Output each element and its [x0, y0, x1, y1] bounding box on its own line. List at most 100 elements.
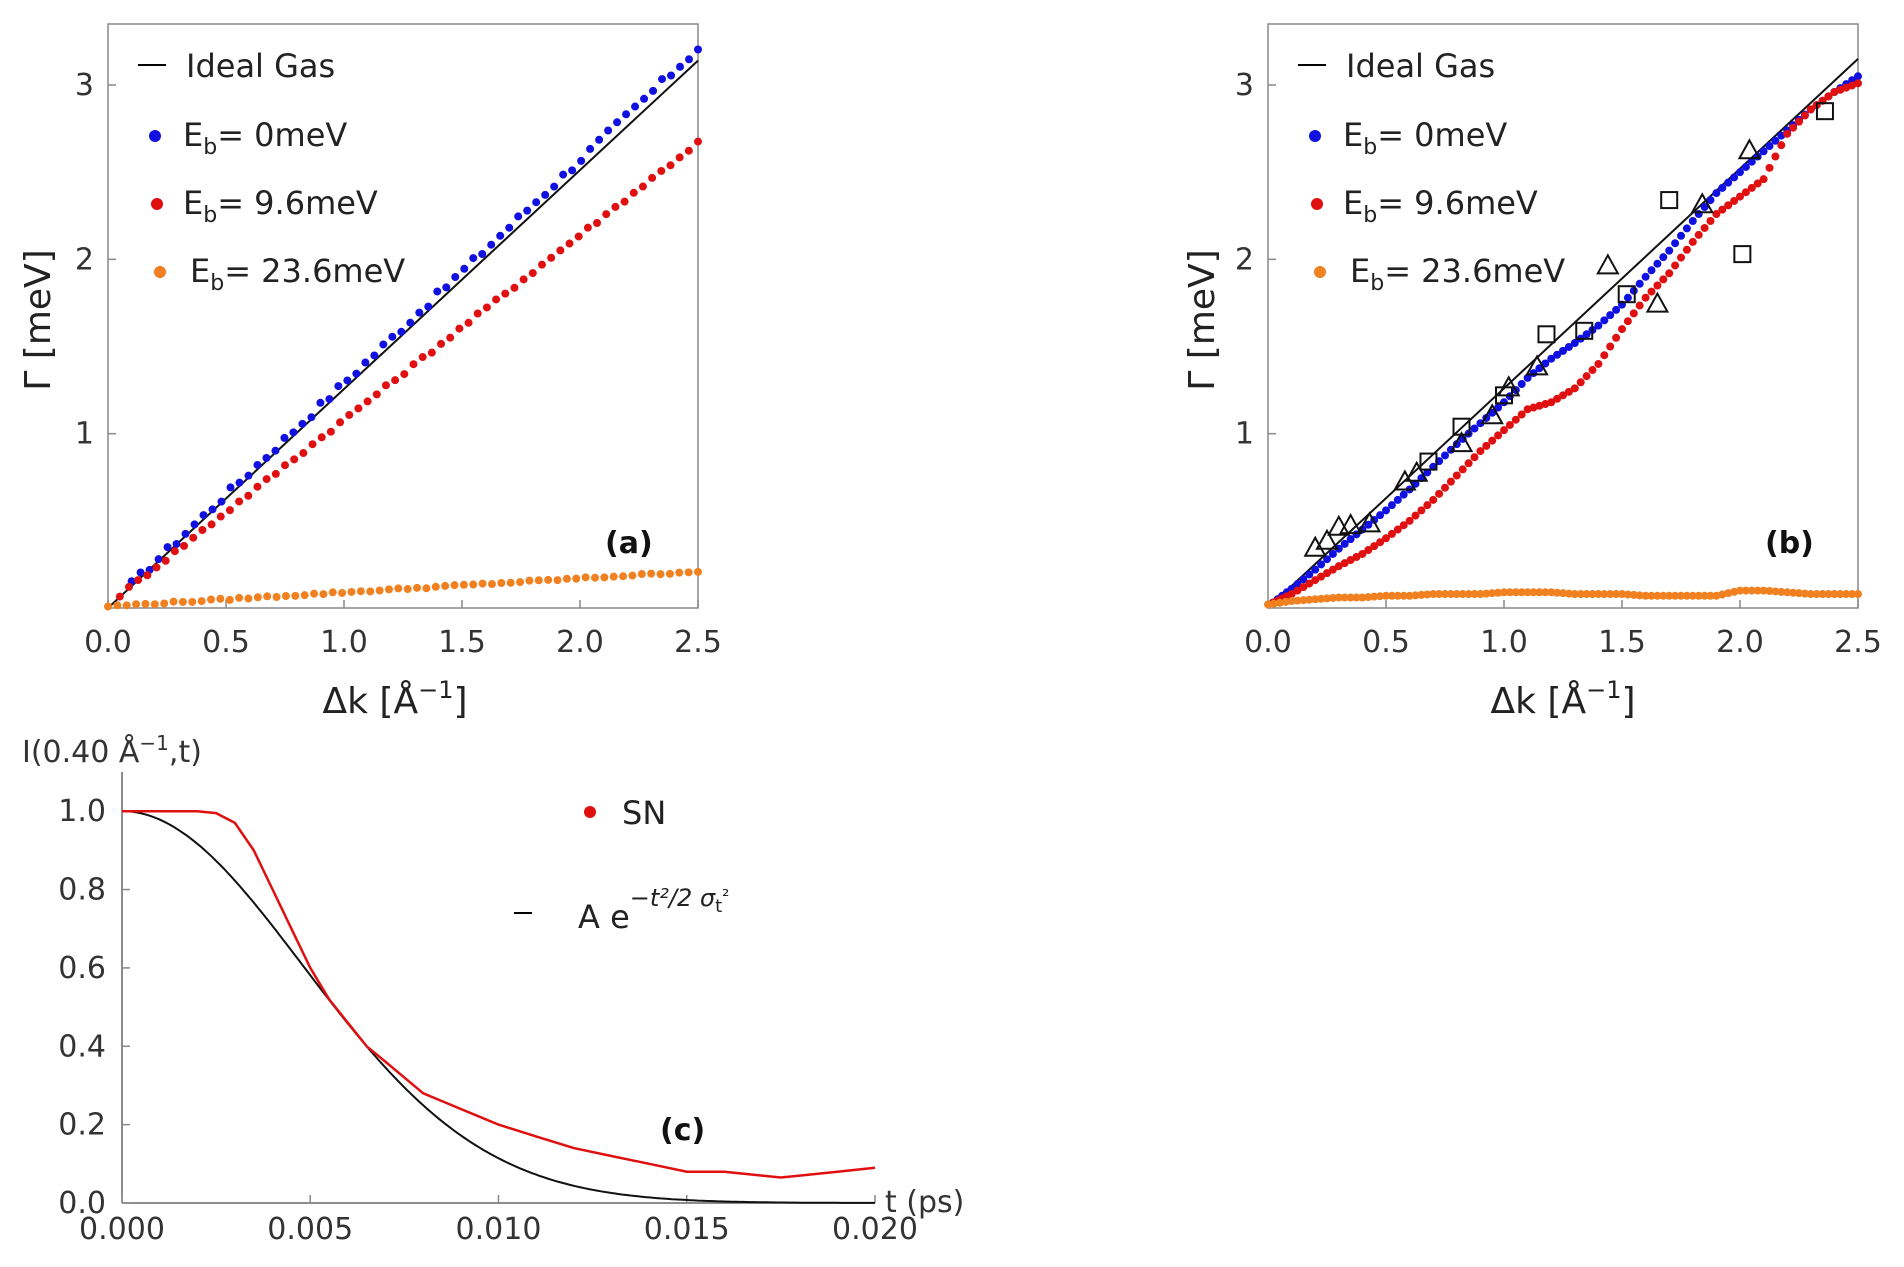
data-point [1458, 590, 1467, 599]
data-point [1423, 590, 1432, 599]
data-point [514, 212, 523, 221]
data-point [1435, 489, 1444, 498]
triangle-marker [1303, 535, 1327, 557]
data-point [620, 197, 629, 206]
data-point [375, 586, 384, 595]
panel-a-plot: 0.0 0.5 1.0 1.5 2.0 2.5 1 2 3 [75, 23, 722, 660]
data-point [1494, 431, 1503, 440]
data-point [1635, 301, 1644, 310]
data-point [667, 71, 676, 80]
y-tick-label: 3 [1235, 68, 1254, 103]
ideal-gas-line [1267, 58, 1859, 609]
data-point [1671, 591, 1680, 600]
data-point [300, 591, 309, 600]
data-point [1665, 591, 1674, 600]
data-point [280, 433, 289, 442]
data-point [352, 369, 361, 378]
data-point [1718, 205, 1727, 214]
data-point [1547, 588, 1556, 597]
data-point [1759, 147, 1768, 156]
data-point [1441, 451, 1449, 460]
data-point [262, 453, 271, 462]
panel-a-legend-dot-0mev [149, 130, 161, 142]
data-point [163, 543, 172, 552]
data-point [208, 505, 217, 514]
panel-c-x-ticks: 0.000 0.005 0.010 0.015 0.020 [79, 1195, 918, 1247]
data-point [1594, 359, 1603, 368]
data-point [1317, 560, 1326, 569]
data-point [1765, 587, 1774, 596]
data-point [225, 595, 234, 604]
data-point [1688, 237, 1697, 246]
data-point [299, 449, 308, 458]
x-tick-label: 0.010 [456, 1212, 542, 1247]
panel-c-legend-sn-dot [584, 806, 596, 818]
data-point [1783, 129, 1792, 138]
data-point [1505, 588, 1514, 597]
data-point [372, 390, 381, 399]
data-point [1305, 570, 1314, 579]
data-point [1688, 591, 1697, 600]
data-point [409, 360, 418, 369]
x-tick-label: 0.0 [84, 625, 132, 660]
triangle-marker [1690, 192, 1714, 214]
data-point [363, 397, 372, 406]
data-point [1724, 178, 1733, 187]
data-point [638, 182, 647, 191]
data-point [1328, 565, 1337, 574]
data-point [388, 332, 397, 341]
data-point [180, 541, 189, 550]
data-point [1777, 141, 1786, 150]
data-point [433, 287, 442, 296]
data-point [1582, 330, 1591, 339]
data-point [1570, 384, 1579, 393]
panel-a-y-axis-label: Γ [meV] [18, 249, 59, 390]
data-point [1623, 293, 1632, 302]
data-point [427, 348, 436, 357]
data-point [1376, 592, 1385, 601]
data-point [1653, 591, 1662, 600]
data-point [685, 55, 694, 64]
data-point [281, 461, 289, 470]
data-point [154, 555, 163, 564]
data-point [298, 419, 307, 428]
data-point [1665, 246, 1674, 255]
x-tick-label: 0.000 [79, 1212, 165, 1247]
data-point [415, 308, 424, 317]
data-point [1677, 591, 1685, 600]
data-point [1417, 590, 1426, 599]
data-point [1759, 586, 1768, 595]
data-point [1759, 175, 1768, 184]
data-point [1606, 311, 1615, 320]
data-point [1747, 157, 1756, 166]
data-point [1311, 576, 1320, 585]
data-point [487, 580, 496, 589]
data-point [1541, 588, 1550, 597]
data-point [1299, 596, 1308, 605]
x-tick-label: 0.005 [267, 1212, 353, 1247]
data-point [1311, 565, 1320, 574]
data-point [370, 351, 379, 360]
data-point [1854, 79, 1862, 88]
panel-b-legend-dot-9-6mev [1311, 198, 1323, 210]
data-point [572, 574, 581, 583]
data-point [422, 584, 431, 593]
x-tick-label: 0.020 [832, 1212, 918, 1247]
data-point [505, 223, 514, 232]
data-point [1700, 223, 1709, 232]
data-point [1399, 591, 1408, 600]
data-point [1305, 595, 1314, 604]
data-point [1718, 183, 1727, 192]
panel-b-legend-ideal-gas: Ideal Gas [1346, 47, 1495, 85]
data-point [1824, 590, 1833, 599]
x-tick-label: 0.015 [644, 1212, 730, 1247]
data-point [1553, 350, 1562, 359]
data-point [406, 318, 415, 327]
data-point [1523, 373, 1532, 382]
data-point [478, 249, 487, 258]
data-point [400, 370, 409, 379]
data-point [1264, 600, 1272, 609]
data-point [1842, 590, 1851, 599]
data-point [559, 170, 568, 179]
data-point [1382, 506, 1390, 515]
